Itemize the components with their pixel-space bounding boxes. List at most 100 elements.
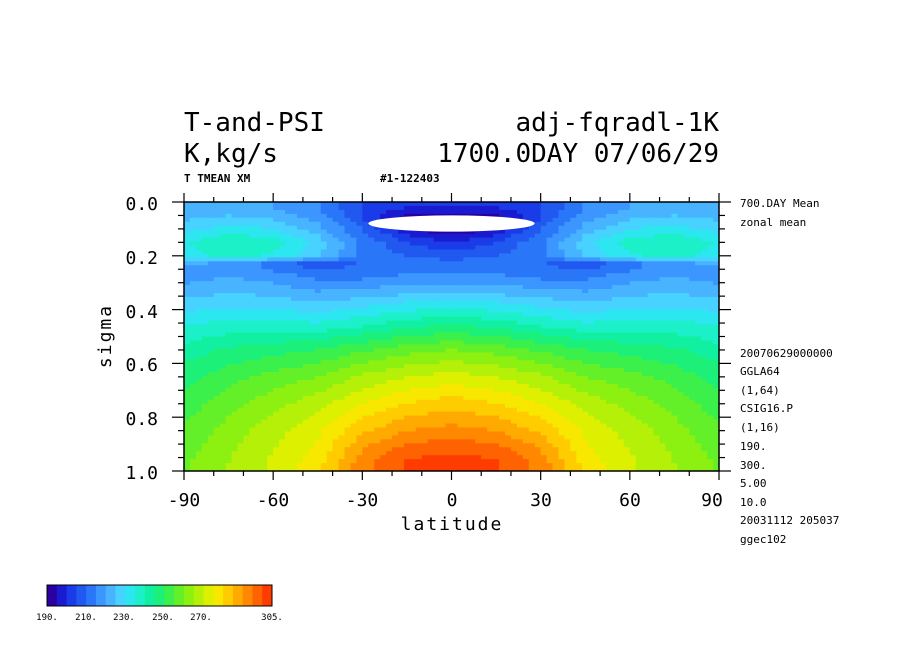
field-cell xyxy=(499,316,506,322)
field-cell xyxy=(184,360,191,365)
field-cell xyxy=(713,340,719,346)
field-cell xyxy=(534,281,542,286)
field-cell xyxy=(641,213,649,219)
field-cell xyxy=(641,383,649,389)
field-cell xyxy=(505,340,512,346)
field-cell xyxy=(617,229,625,235)
field-cell xyxy=(439,383,447,389)
field-cell xyxy=(606,376,613,381)
field-cell xyxy=(564,328,571,334)
field-cell xyxy=(463,399,470,405)
field-cell xyxy=(516,340,524,346)
field-cell xyxy=(350,300,357,306)
field-cell xyxy=(647,399,655,405)
field-cell xyxy=(207,387,215,393)
field-cell xyxy=(409,285,417,290)
field-cell xyxy=(213,213,221,219)
field-cell xyxy=(499,407,506,413)
field-cell xyxy=(433,328,441,334)
field-cell xyxy=(707,253,714,258)
field-cell xyxy=(243,277,250,282)
field-cell xyxy=(701,225,708,231)
field-cell xyxy=(540,332,548,338)
field-cell xyxy=(641,312,649,318)
field-cell xyxy=(623,383,631,389)
field-cell xyxy=(392,387,399,393)
field-cell xyxy=(701,415,708,421)
field-cell xyxy=(362,415,369,421)
field-cell xyxy=(237,380,245,385)
field-cell xyxy=(588,277,595,282)
field-cell xyxy=(243,411,250,417)
field-cell xyxy=(386,383,393,389)
field-cell xyxy=(617,300,625,306)
field-cell xyxy=(653,233,661,239)
field-cell xyxy=(576,352,583,357)
field-cell xyxy=(398,253,405,258)
field-cell xyxy=(606,348,613,353)
field-cell xyxy=(291,312,298,318)
field-cell xyxy=(415,237,423,243)
field-cell xyxy=(201,391,209,397)
field-cell xyxy=(695,304,702,310)
field-cell xyxy=(588,399,595,405)
field-cell xyxy=(439,292,447,298)
field-cell xyxy=(570,229,577,235)
field-cell xyxy=(653,411,661,417)
field-cell xyxy=(320,213,328,219)
field-cell xyxy=(296,415,304,421)
field-cell xyxy=(665,391,673,397)
field-cell xyxy=(659,380,667,385)
field-cell xyxy=(522,387,530,393)
field-cell xyxy=(707,332,714,338)
field-cell xyxy=(659,205,667,211)
field-cell xyxy=(344,344,352,349)
field-cell xyxy=(516,253,524,258)
field-cell xyxy=(249,376,256,381)
field-cell xyxy=(522,407,530,413)
field-cell xyxy=(451,265,459,270)
field-cell xyxy=(237,407,245,413)
field-cell xyxy=(237,225,245,231)
field-cell xyxy=(392,415,399,421)
field-cell xyxy=(421,387,429,393)
field-cell xyxy=(635,383,643,389)
field-cell xyxy=(296,344,304,349)
field-cell xyxy=(433,356,441,361)
field-cell xyxy=(629,205,637,211)
field-cell xyxy=(582,395,589,401)
field-cell xyxy=(285,221,292,227)
field-cell xyxy=(237,273,245,278)
field-cell xyxy=(499,269,506,274)
field-cell xyxy=(505,336,512,342)
field-cell xyxy=(552,213,560,219)
field-cell xyxy=(457,380,464,385)
field-cell xyxy=(362,202,369,207)
field-cell xyxy=(451,209,459,215)
field-cell xyxy=(398,380,405,385)
field-cell xyxy=(689,356,696,361)
field-cell xyxy=(398,257,405,262)
field-cell xyxy=(653,221,661,227)
field-cell xyxy=(451,356,459,361)
field-cell xyxy=(219,265,227,270)
field-cell xyxy=(433,202,441,207)
field-cell xyxy=(314,352,322,357)
field-cell xyxy=(528,233,536,239)
field-cell xyxy=(522,348,530,353)
field-cell xyxy=(445,292,453,298)
field-cell xyxy=(213,419,221,425)
field-cell xyxy=(653,328,661,334)
field-cell xyxy=(427,265,435,270)
field-cell xyxy=(195,213,203,219)
field-cell xyxy=(570,411,577,417)
field-cell xyxy=(195,296,203,302)
field-cell xyxy=(558,407,566,413)
field-cell xyxy=(207,395,215,401)
field-cell xyxy=(421,281,429,286)
field-cell xyxy=(701,340,708,346)
field-cell xyxy=(267,261,274,266)
field-cell xyxy=(427,403,435,409)
field-cell xyxy=(195,245,203,251)
field-cell xyxy=(291,344,298,349)
